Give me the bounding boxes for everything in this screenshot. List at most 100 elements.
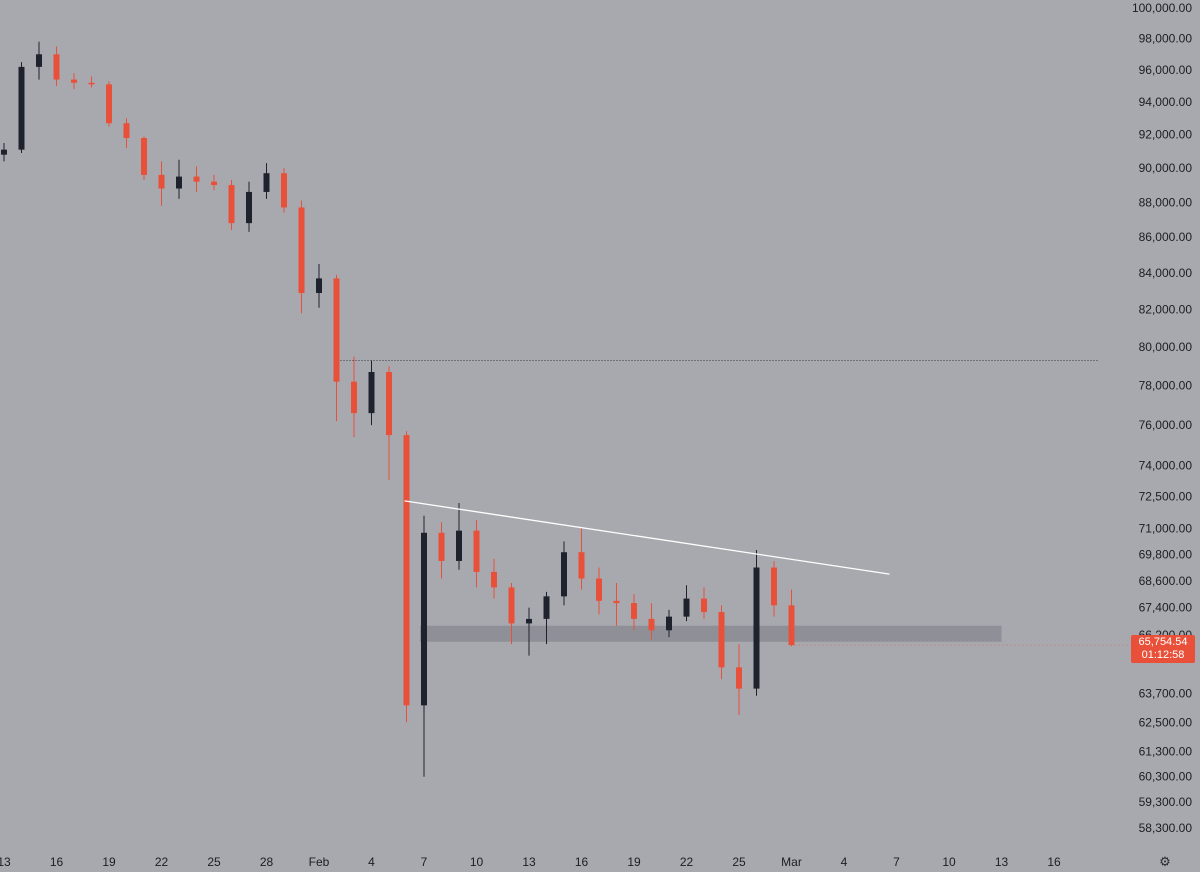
candle-body xyxy=(613,600,620,604)
y-axis-tick-label: 59,300.00 xyxy=(1139,795,1193,809)
y-axis-tick-label: 63,700.00 xyxy=(1139,686,1193,700)
candle-body xyxy=(701,598,707,613)
candle-body xyxy=(736,667,742,689)
x-axis-tick-label: 4 xyxy=(368,855,375,869)
candle xyxy=(648,603,655,640)
x-axis-tick-label: 16 xyxy=(50,855,64,869)
candle xyxy=(456,503,462,570)
candle xyxy=(771,560,777,617)
candle xyxy=(71,73,77,90)
y-axis-tick-label: 61,300.00 xyxy=(1139,745,1193,759)
candle-body xyxy=(193,176,200,182)
candle xyxy=(123,118,130,148)
candle-body xyxy=(281,173,287,208)
candle-body xyxy=(386,372,392,436)
candle xyxy=(718,605,725,680)
candle-body xyxy=(543,596,550,619)
candle-body xyxy=(491,571,497,588)
candle xyxy=(543,591,550,645)
candle-body xyxy=(263,173,270,192)
last-price-value: 65,754.54 xyxy=(1138,636,1188,648)
candle xyxy=(211,174,217,191)
candle-body xyxy=(421,532,427,706)
candle xyxy=(491,558,497,599)
y-axis-tick-label: 71,000.00 xyxy=(1139,521,1193,535)
candle xyxy=(386,366,392,481)
candle xyxy=(613,582,620,626)
candle xyxy=(596,567,602,615)
candle xyxy=(158,161,165,206)
y-axis-tick-label: 60,300.00 xyxy=(1139,770,1193,784)
x-axis-tick-label: 19 xyxy=(102,855,116,869)
candle-body xyxy=(228,185,235,224)
candle-body xyxy=(456,530,462,561)
y-axis-tick-label: 78,000.00 xyxy=(1139,379,1193,393)
candle xyxy=(666,609,672,638)
candle-body xyxy=(18,66,25,150)
candle xyxy=(631,594,637,631)
candle xyxy=(578,528,585,590)
candle-body xyxy=(351,381,357,414)
candle-body xyxy=(88,82,95,85)
candle-body xyxy=(438,532,445,561)
candle-body xyxy=(526,618,532,624)
candle-body xyxy=(333,278,340,382)
y-axis-tick-label: 74,000.00 xyxy=(1139,459,1193,473)
y-axis-tick-label: 84,000.00 xyxy=(1139,266,1193,280)
candle-body xyxy=(561,552,567,597)
candle-body xyxy=(666,616,672,631)
y-axis-tick-label: 76,000.00 xyxy=(1139,418,1193,432)
candle-body xyxy=(298,207,305,294)
candle-body xyxy=(788,605,795,646)
candle-body xyxy=(631,603,637,619)
y-axis-tick-label: 100,000.00 xyxy=(1132,1,1192,15)
candle-body xyxy=(403,435,410,706)
descending-trendline xyxy=(404,500,890,575)
candle xyxy=(176,159,182,199)
candle-body xyxy=(71,79,77,83)
candle xyxy=(1,142,7,162)
candle-body xyxy=(596,578,602,601)
candle-body xyxy=(1,149,7,155)
x-axis-tick-label: 13 xyxy=(995,855,1009,869)
candle xyxy=(263,163,270,199)
candle-body xyxy=(648,618,655,631)
y-axis-tick-label: 72,500.00 xyxy=(1139,490,1193,504)
candle xyxy=(18,62,25,153)
candle-body xyxy=(718,612,725,668)
candle-body xyxy=(578,552,585,579)
candle xyxy=(88,76,95,88)
candle-body xyxy=(123,123,130,139)
x-axis-tick-label: 7 xyxy=(421,855,428,869)
candle-body xyxy=(771,567,777,606)
x-axis-tick-label: 10 xyxy=(470,855,484,869)
candle xyxy=(561,541,567,606)
candle xyxy=(368,360,375,426)
candle xyxy=(473,519,480,588)
gear-icon[interactable]: ⚙ xyxy=(1159,854,1171,869)
candle xyxy=(53,46,60,86)
candle-body xyxy=(316,278,322,294)
y-axis-tick-label: 68,600.00 xyxy=(1139,574,1193,588)
y-axis-tick-label: 69,800.00 xyxy=(1139,547,1193,561)
candle xyxy=(753,550,760,696)
support-zone xyxy=(420,625,1002,642)
candle-body xyxy=(508,587,515,624)
candle xyxy=(36,41,42,80)
candle xyxy=(788,589,795,647)
x-axis-tick-label: 13 xyxy=(522,855,536,869)
candle xyxy=(228,179,235,231)
x-axis-tick-label: 19 xyxy=(627,855,641,869)
candle xyxy=(526,607,532,656)
y-axis-tick-label: 86,000.00 xyxy=(1139,230,1193,244)
y-axis-tick-label: 98,000.00 xyxy=(1139,32,1193,46)
x-axis-tick-label: 22 xyxy=(680,855,694,869)
candle xyxy=(508,582,515,645)
y-axis-tick-label: 88,000.00 xyxy=(1139,195,1193,209)
candle xyxy=(438,522,445,579)
bar-countdown: 01:12:58 xyxy=(1141,649,1185,661)
candle xyxy=(141,136,147,180)
x-axis-tick-label: 4 xyxy=(841,855,848,869)
